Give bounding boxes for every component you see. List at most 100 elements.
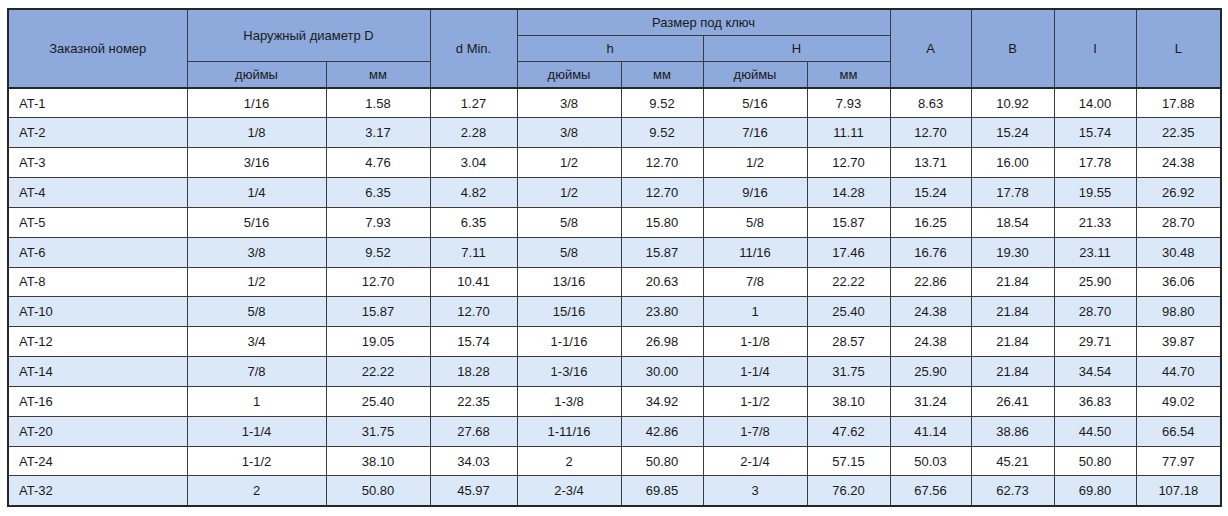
value-cell: 24.38: [890, 297, 971, 327]
value-cell: 31.24: [890, 386, 971, 416]
value-cell: 2-1/4: [703, 446, 807, 476]
value-cell: 26.98: [621, 327, 703, 357]
header-wrench-size: Размер под ключ: [517, 9, 890, 35]
value-cell: 47.62: [807, 416, 890, 446]
value-cell: 34.03: [430, 446, 517, 476]
value-cell: 25.40: [326, 386, 430, 416]
value-cell: 34.92: [621, 386, 703, 416]
table-row: AT-11/161.581.273/89.525/167.938.6310.92…: [8, 88, 1221, 118]
value-cell: 29.71: [1054, 327, 1136, 357]
value-cell: 7.93: [807, 88, 890, 118]
value-cell: 42.86: [621, 416, 703, 446]
table-row: AT-33/164.763.041/212.701/212.7013.7116.…: [8, 148, 1221, 178]
value-cell: 1/4: [187, 178, 326, 208]
value-cell: 5/16: [703, 88, 807, 118]
value-cell: 18.54: [971, 207, 1054, 237]
header-h-upper: H: [703, 35, 890, 61]
value-cell: 67.56: [890, 476, 971, 506]
value-cell: 1/8: [187, 118, 326, 148]
value-cell: 98.80: [1136, 297, 1221, 327]
value-cell: 14.28: [807, 178, 890, 208]
value-cell: 15.24: [971, 118, 1054, 148]
header-d-min: d Min.: [430, 9, 517, 88]
value-cell: 15.87: [621, 237, 703, 267]
value-cell: 1-11/16: [517, 416, 621, 446]
value-cell: 21.84: [971, 357, 1054, 387]
value-cell: 16.25: [890, 207, 971, 237]
value-cell: 22.22: [807, 267, 890, 297]
value-cell: 1: [703, 297, 807, 327]
value-cell: 5/8: [187, 297, 326, 327]
table-row: AT-55/167.936.355/815.805/815.8716.2518.…: [8, 207, 1221, 237]
value-cell: 25.40: [807, 297, 890, 327]
value-cell: 69.80: [1054, 476, 1136, 506]
order-number-cell: AT-20: [8, 416, 187, 446]
value-cell: 12.70: [430, 297, 517, 327]
value-cell: 15/16: [517, 297, 621, 327]
table-row: AT-105/815.8712.7015/1623.80125.4024.382…: [8, 297, 1221, 327]
header-col-a: A: [890, 9, 971, 88]
value-cell: 30.48: [1136, 237, 1221, 267]
value-cell: 16.76: [890, 237, 971, 267]
value-cell: 15.74: [430, 327, 517, 357]
value-cell: 5/16: [187, 207, 326, 237]
value-cell: 11.11: [807, 118, 890, 148]
value-cell: 5/8: [517, 207, 621, 237]
value-cell: 22.22: [326, 357, 430, 387]
value-cell: 25.90: [890, 357, 971, 387]
value-cell: 17.88: [1136, 88, 1221, 118]
value-cell: 45.21: [971, 446, 1054, 476]
value-cell: 7/16: [703, 118, 807, 148]
value-cell: 1-1/2: [703, 386, 807, 416]
value-cell: 3.04: [430, 148, 517, 178]
value-cell: 21.33: [1054, 207, 1136, 237]
value-cell: 36.83: [1054, 386, 1136, 416]
value-cell: 17.78: [1054, 148, 1136, 178]
value-cell: 69.85: [621, 476, 703, 506]
value-cell: 9/16: [703, 178, 807, 208]
value-cell: 1: [187, 386, 326, 416]
value-cell: 1-3/8: [517, 386, 621, 416]
header-col-i: I: [1054, 9, 1136, 88]
value-cell: 3/8: [517, 118, 621, 148]
value-cell: 107.18: [1136, 476, 1221, 506]
table-row: AT-147/822.2218.281-3/1630.001-1/431.752…: [8, 357, 1221, 387]
value-cell: 17.78: [971, 178, 1054, 208]
value-cell: 24.38: [890, 327, 971, 357]
value-cell: 5/8: [703, 207, 807, 237]
order-number-cell: AT-14: [8, 357, 187, 387]
value-cell: 36.06: [1136, 267, 1221, 297]
value-cell: 26.41: [971, 386, 1054, 416]
value-cell: 4.76: [326, 148, 430, 178]
value-cell: 2: [517, 446, 621, 476]
value-cell: 26.92: [1136, 178, 1221, 208]
value-cell: 15.87: [807, 207, 890, 237]
value-cell: 7/8: [703, 267, 807, 297]
order-number-cell: AT-16: [8, 386, 187, 416]
value-cell: 9.52: [621, 118, 703, 148]
value-cell: 4.82: [430, 178, 517, 208]
value-cell: 23.11: [1054, 237, 1136, 267]
value-cell: 1/2: [517, 148, 621, 178]
value-cell: 38.10: [807, 386, 890, 416]
value-cell: 28.57: [807, 327, 890, 357]
table-row: AT-41/46.354.821/212.709/1614.2815.2417.…: [8, 178, 1221, 208]
value-cell: 38.86: [971, 416, 1054, 446]
value-cell: 1/2: [187, 267, 326, 297]
value-cell: 1-1/2: [187, 446, 326, 476]
value-cell: 49.02: [1136, 386, 1221, 416]
value-cell: 44.50: [1054, 416, 1136, 446]
header-d-inches: дюймы: [187, 61, 326, 88]
value-cell: 22.35: [1136, 118, 1221, 148]
value-cell: 19.55: [1054, 178, 1136, 208]
order-number-cell: AT-4: [8, 178, 187, 208]
table-row: AT-16125.4022.351-3/834.921-1/238.1031.2…: [8, 386, 1221, 416]
value-cell: 8.63: [890, 88, 971, 118]
value-cell: 66.54: [1136, 416, 1221, 446]
order-number-cell: AT-10: [8, 297, 187, 327]
order-number-cell: AT-2: [8, 118, 187, 148]
header-h-mm: мм: [621, 61, 703, 88]
value-cell: 50.80: [1054, 446, 1136, 476]
value-cell: 6.35: [430, 207, 517, 237]
value-cell: 12.70: [807, 148, 890, 178]
